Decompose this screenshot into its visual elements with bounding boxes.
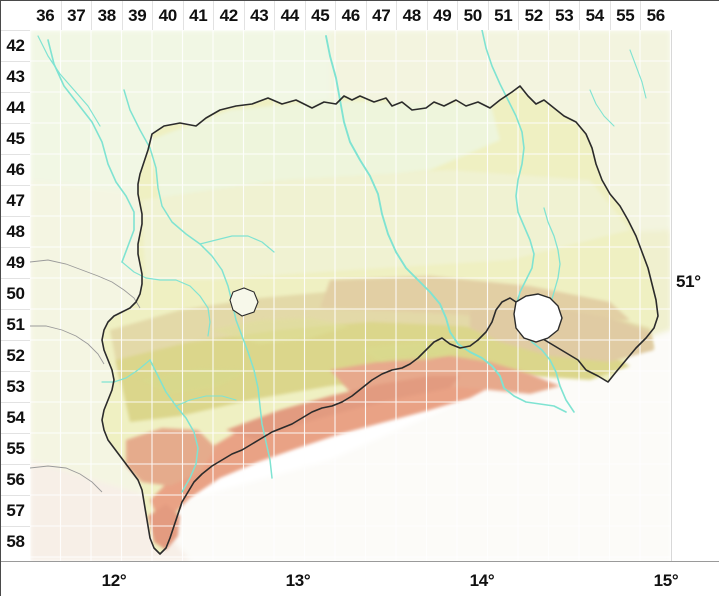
axis-left-tick-51: 51	[1, 309, 30, 340]
terrain-band-mountains	[150, 372, 500, 532]
axis-top-tick-46: 46	[335, 1, 366, 30]
river-mulde	[123, 89, 273, 479]
terrain-mottle-2	[360, 342, 470, 362]
river-ne-feeder	[589, 89, 615, 127]
axis-left-tick-52: 52	[1, 340, 30, 371]
terrain-band-mountains-3	[226, 376, 460, 440]
river-nw-1	[47, 39, 135, 263]
saxony-state-border	[101, 85, 659, 555]
map-graphic	[30, 30, 671, 561]
axis-top-tick-48: 48	[396, 1, 427, 30]
axis-top-tick-44: 44	[274, 1, 305, 30]
terrain-mottle-3	[140, 368, 250, 394]
longitude-label-2: 14°	[469, 571, 495, 590]
axis-top-tick-54: 54	[579, 1, 610, 30]
axis-left-tick-55: 55	[1, 433, 30, 464]
axis-top-tick-42: 42	[213, 1, 244, 30]
axis-top: 36 37 38 39 40 41 42 43 44 45 46 47 48 49 50 51 52 53 54 55…	[1, 1, 719, 30]
axis-left-tick-44: 44	[1, 92, 30, 123]
saxony-enclave-gap	[513, 293, 563, 343]
axis-left: 42 43 44 45 46 47 48 49 50 51 52 53 54 55 56 57 58	[1, 30, 30, 561]
river-spree	[543, 207, 561, 307]
axis-left-tick-50: 50	[1, 278, 30, 309]
axis-top-tick-49: 49	[426, 1, 458, 30]
axis-top-tick-47: 47	[365, 1, 397, 30]
river-we-branch2	[175, 395, 237, 407]
axis-left-tick-54: 54	[1, 402, 30, 433]
axis-left-tick-48: 48	[1, 216, 30, 247]
latitude-label-right: 51°	[676, 272, 701, 291]
river-nw-2	[37, 35, 101, 127]
longitude-label-0: 12°	[101, 571, 127, 590]
grid-lines	[30, 30, 671, 561]
axis-left-tick-45: 45	[1, 123, 30, 154]
terrain-mottle-1	[210, 318, 350, 344]
longitude-label-1: 13°	[285, 571, 311, 590]
map-canvas[interactable]	[30, 30, 671, 561]
axis-top-tick-51: 51	[487, 1, 519, 30]
axis-top-tick-40: 40	[152, 1, 183, 30]
axis-top-tick-43: 43	[243, 1, 275, 30]
axis-left-tick-57: 57	[1, 495, 30, 526]
river-network	[37, 30, 647, 493]
axis-left-tick-58: 58	[1, 526, 30, 557]
river-ne-feeder2	[629, 49, 647, 99]
river-mulde-branch	[199, 235, 275, 253]
axis-left-tick-43: 43	[1, 61, 30, 92]
axis-left-tick-42: 42	[1, 30, 30, 61]
river-we-branch	[101, 359, 151, 383]
axis-top-tick-38: 38	[91, 1, 122, 30]
axis-top-tick-45: 45	[304, 1, 336, 30]
axis-top-tick-36: 36	[36, 5, 55, 25]
neighbour-borders	[30, 259, 141, 493]
axis-top-tick-41: 41	[182, 1, 214, 30]
axis-top-tick-55: 55	[609, 1, 641, 30]
terrain-band-lowland	[150, 100, 500, 200]
axis-bottom: 12° 13° 14° 15°	[1, 561, 719, 596]
map-right-margin	[671, 30, 719, 561]
axis-top-tick-53: 53	[548, 1, 580, 30]
axis-top-tick-50: 50	[457, 1, 488, 30]
river-elbe	[325, 35, 505, 389]
river-weisse-elster	[149, 359, 199, 493]
axis-left-tick-56: 56	[1, 464, 30, 495]
axis-left-tick-46: 46	[1, 154, 30, 185]
axis-top-tick-37: 37	[60, 1, 92, 30]
river-nw-3	[121, 261, 211, 337]
map-inlier-detail	[229, 287, 259, 317]
longitude-label-3: 15°	[653, 571, 679, 590]
axis-top-tick-39: 39	[121, 1, 153, 30]
axis-top-tick-56: 56	[640, 1, 671, 30]
axis-left-tick-53: 53	[1, 371, 30, 402]
river-elbe-gorge	[503, 387, 567, 413]
river-neisse	[481, 30, 575, 413]
axis-left-tick-47: 47	[1, 185, 30, 216]
terrain-south-tip	[148, 504, 180, 550]
axis-left-tick-49: 49	[1, 247, 30, 278]
axis-top-tick-52: 52	[518, 1, 549, 30]
